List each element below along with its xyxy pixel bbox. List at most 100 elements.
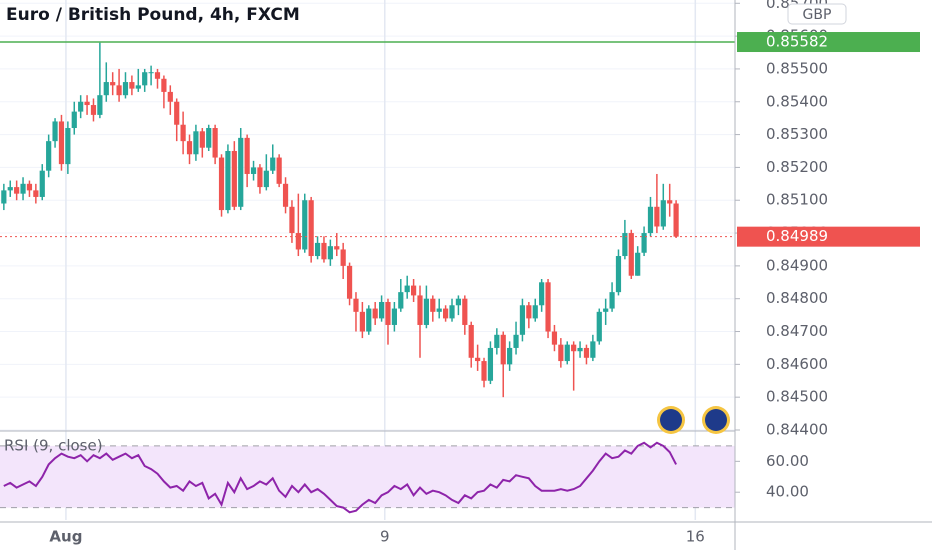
candle-body [487, 347, 494, 381]
candle-body [398, 292, 404, 309]
candle-body [78, 101, 84, 112]
candle-body [263, 170, 269, 188]
candle-body [276, 157, 282, 184]
chart-title: Euro / British Pound, 4h, FXCM [6, 5, 300, 25]
candle-body [148, 72, 154, 74]
candle-body [346, 265, 353, 299]
candle-body [327, 246, 333, 260]
candle-body [404, 285, 410, 293]
candle-body [174, 101, 180, 125]
x-tick-label: 16 [686, 528, 705, 546]
candle-body [122, 82, 129, 96]
candle-body [647, 206, 654, 234]
candle-body [455, 298, 462, 306]
flag-icon [660, 409, 682, 431]
y-tick-label: 40.00 [766, 483, 809, 501]
candle-body [39, 170, 45, 197]
candle-body [558, 344, 564, 362]
currency-badge[interactable] [787, 3, 847, 25]
axis: 0.84400 0.84500 0.84600 0.84700 0.84800 0.849… [49, 0, 920, 546]
y-tick-label: 0.85500 [766, 59, 828, 77]
candle-body [321, 242, 327, 260]
y-tick-label: 0.84400 [766, 421, 828, 439]
grid [0, 0, 735, 520]
candle-body [545, 282, 551, 332]
indicator-title: RSI (9, close) [4, 437, 103, 455]
y-tick-label: 0.85400 [766, 92, 828, 110]
candle-body [58, 121, 65, 165]
candle-body [167, 91, 173, 102]
candle-body [551, 331, 558, 345]
candle-body [14, 187, 20, 194]
candle-body [90, 105, 97, 115]
candle-body [302, 200, 308, 250]
candle-body [212, 128, 218, 158]
x-tick-label: 9 [380, 528, 390, 546]
candle-body [660, 200, 666, 227]
candle-body [257, 167, 263, 188]
candle-body [443, 308, 449, 319]
candle-body [135, 85, 141, 89]
candle-body [65, 128, 71, 165]
candle-body [564, 344, 570, 362]
candle-body [641, 233, 647, 253]
candle-body [673, 203, 679, 237]
candle-body [180, 124, 186, 142]
candle-body [385, 301, 391, 325]
candle-body [231, 150, 237, 207]
candle-body [193, 131, 199, 155]
candle-body [468, 324, 474, 358]
candle-body [577, 347, 583, 352]
y-tick-label: 0.85100 [766, 191, 828, 209]
candle-body [161, 78, 167, 92]
candle-body [20, 183, 26, 194]
candle-body [436, 308, 442, 312]
price-label-box [737, 32, 920, 53]
candle-body [289, 206, 295, 234]
y-tick-label: 0.84600 [766, 355, 828, 373]
candle-body [225, 150, 231, 211]
candle-body [129, 82, 135, 89]
candle-body [218, 157, 225, 211]
candle-body [1, 190, 7, 204]
price-label: 0.84989 [766, 227, 828, 245]
currency-label[interactable]: GBP [803, 7, 832, 23]
candle-body [654, 206, 660, 227]
candle-body [532, 305, 538, 319]
y-tick-label: 0.84500 [766, 388, 828, 406]
y-tick-label: 0.85200 [766, 158, 828, 176]
candle-body [449, 305, 455, 319]
candle-body [33, 190, 39, 197]
candle-body [539, 282, 545, 306]
candle-body [583, 347, 590, 358]
candle-body [334, 246, 340, 250]
candle-body [391, 308, 397, 325]
candle-body [481, 361, 487, 381]
candle-body [423, 298, 430, 325]
candle-body [154, 72, 161, 79]
candle-body [206, 128, 212, 148]
candle-body [615, 256, 622, 293]
candle-body [603, 308, 609, 312]
flag-icons [657, 406, 730, 434]
candle-body [7, 187, 13, 191]
candle-body [430, 298, 436, 312]
candle-body [417, 295, 423, 325]
candle-body [526, 305, 532, 319]
candle-body [46, 141, 52, 171]
candle-body [295, 233, 301, 250]
candle-body [462, 298, 468, 325]
candle-body [142, 72, 148, 86]
candle-body [622, 233, 628, 257]
candle-body [494, 334, 500, 348]
candle-body [571, 344, 577, 352]
candle-body [71, 111, 77, 129]
y-tick-label: 0.85300 [766, 125, 828, 143]
y-tick-label: 0.84900 [766, 256, 828, 274]
candle-body [359, 311, 365, 332]
candle-body [590, 341, 596, 358]
candle-body [519, 305, 526, 335]
candle-body [110, 82, 116, 86]
candle-body [378, 301, 385, 319]
